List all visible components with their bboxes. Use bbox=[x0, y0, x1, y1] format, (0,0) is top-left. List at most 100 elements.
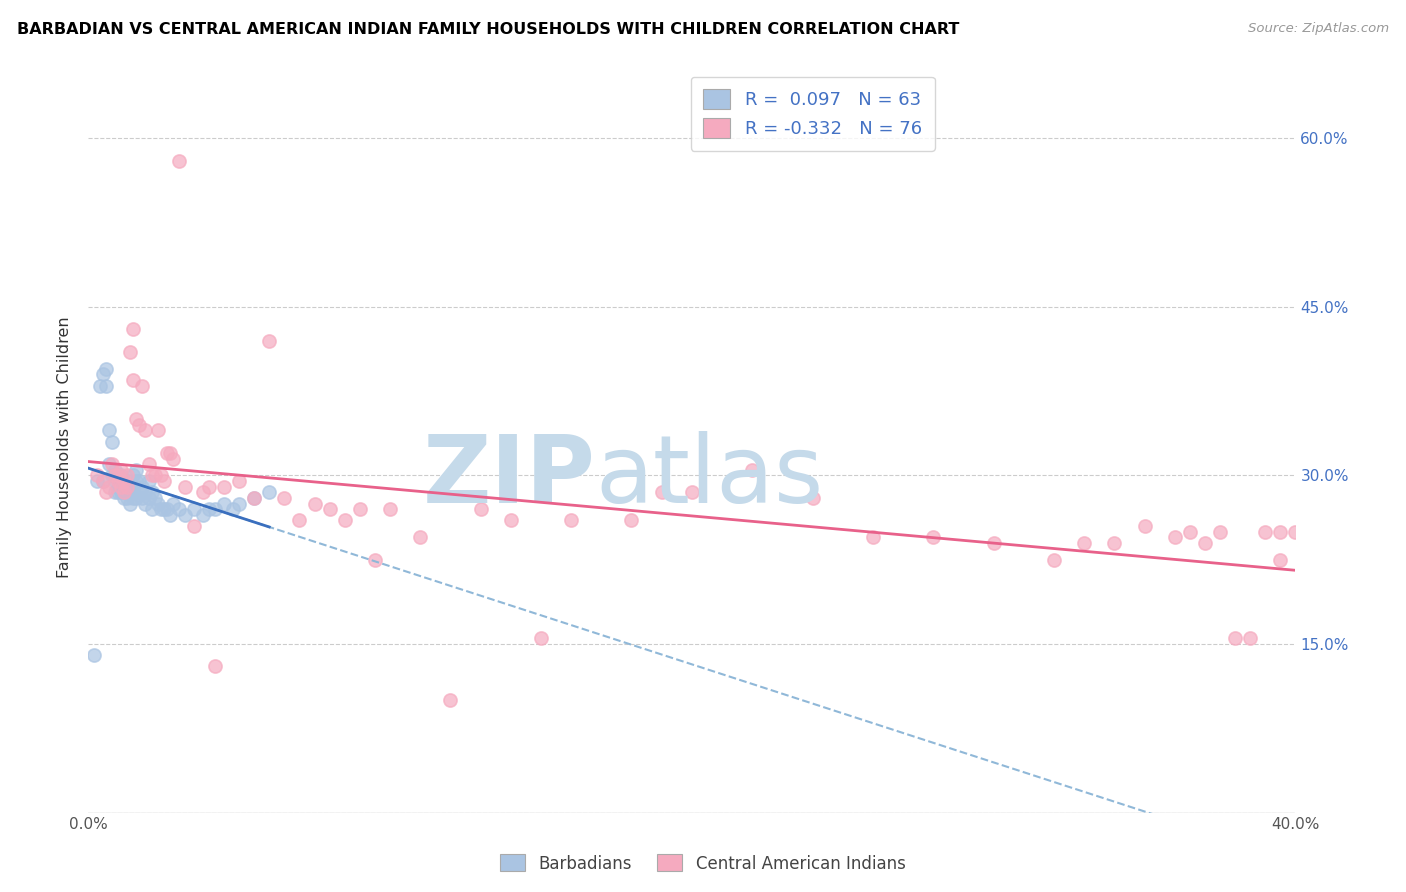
Point bbox=[1270, 524, 1292, 539]
Point bbox=[91, 474, 114, 488]
Point bbox=[122, 491, 145, 505]
Point bbox=[122, 373, 145, 387]
Text: Source: ZipAtlas.com: Source: ZipAtlas.com bbox=[1249, 22, 1389, 36]
Point bbox=[1239, 632, 1261, 646]
Point bbox=[110, 463, 132, 477]
Point bbox=[104, 463, 127, 477]
Point bbox=[120, 344, 142, 359]
Point bbox=[117, 491, 139, 505]
Point bbox=[96, 485, 118, 500]
Point bbox=[98, 424, 121, 438]
Point bbox=[183, 519, 205, 533]
Point bbox=[134, 485, 156, 500]
Point bbox=[1073, 536, 1095, 550]
Point bbox=[112, 474, 135, 488]
Point bbox=[122, 468, 145, 483]
Point bbox=[117, 480, 139, 494]
Point bbox=[98, 457, 121, 471]
Legend: R =  0.097   N = 63, R = -0.332   N = 76: R = 0.097 N = 63, R = -0.332 N = 76 bbox=[690, 77, 935, 151]
Point bbox=[560, 513, 582, 527]
Point bbox=[110, 468, 132, 483]
Point bbox=[149, 502, 172, 516]
Point bbox=[141, 485, 163, 500]
Point bbox=[439, 693, 461, 707]
Point bbox=[349, 502, 371, 516]
Point bbox=[107, 468, 129, 483]
Point bbox=[152, 502, 174, 516]
Point bbox=[117, 480, 139, 494]
Point bbox=[128, 485, 150, 500]
Point bbox=[173, 508, 195, 522]
Point bbox=[117, 468, 139, 483]
Point bbox=[159, 508, 181, 522]
Point bbox=[257, 485, 280, 500]
Text: BARBADIAN VS CENTRAL AMERICAN INDIAN FAMILY HOUSEHOLDS WITH CHILDREN CORRELATION: BARBADIAN VS CENTRAL AMERICAN INDIAN FAM… bbox=[17, 22, 959, 37]
Point bbox=[212, 496, 235, 510]
Point bbox=[156, 502, 179, 516]
Point bbox=[141, 502, 163, 516]
Point bbox=[173, 480, 195, 494]
Point bbox=[1270, 552, 1292, 566]
Point bbox=[167, 502, 190, 516]
Point bbox=[922, 530, 945, 544]
Point bbox=[96, 378, 118, 392]
Point bbox=[1043, 552, 1066, 566]
Point bbox=[96, 361, 118, 376]
Point bbox=[107, 474, 129, 488]
Point bbox=[152, 474, 174, 488]
Point bbox=[110, 474, 132, 488]
Point bbox=[198, 502, 221, 516]
Point bbox=[1194, 536, 1216, 550]
Point bbox=[681, 485, 703, 500]
Point bbox=[409, 530, 432, 544]
Point bbox=[198, 480, 221, 494]
Point bbox=[120, 485, 142, 500]
Point bbox=[1164, 530, 1187, 544]
Point bbox=[131, 491, 153, 505]
Point bbox=[101, 468, 124, 483]
Point bbox=[112, 485, 135, 500]
Point bbox=[107, 485, 129, 500]
Point bbox=[120, 474, 142, 488]
Point bbox=[257, 334, 280, 348]
Point bbox=[107, 480, 129, 494]
Text: ZIP: ZIP bbox=[422, 431, 595, 523]
Point bbox=[143, 491, 166, 505]
Point bbox=[125, 463, 148, 477]
Point bbox=[143, 468, 166, 483]
Point bbox=[104, 485, 127, 500]
Point bbox=[86, 468, 108, 483]
Point bbox=[651, 485, 673, 500]
Point bbox=[364, 552, 387, 566]
Point bbox=[228, 496, 250, 510]
Legend: Barbadians, Central American Indians: Barbadians, Central American Indians bbox=[494, 847, 912, 880]
Point bbox=[162, 451, 184, 466]
Point bbox=[1254, 524, 1277, 539]
Point bbox=[125, 474, 148, 488]
Point bbox=[530, 632, 553, 646]
Point bbox=[138, 474, 160, 488]
Point bbox=[125, 491, 148, 505]
Point bbox=[1133, 519, 1156, 533]
Point bbox=[243, 491, 266, 505]
Point bbox=[138, 457, 160, 471]
Point bbox=[222, 502, 245, 516]
Point bbox=[318, 502, 340, 516]
Point bbox=[470, 502, 492, 516]
Point bbox=[159, 446, 181, 460]
Point bbox=[862, 530, 884, 544]
Point bbox=[156, 446, 179, 460]
Point bbox=[107, 468, 129, 483]
Point bbox=[122, 322, 145, 336]
Point bbox=[499, 513, 522, 527]
Point bbox=[273, 491, 295, 505]
Point bbox=[183, 502, 205, 516]
Point bbox=[104, 468, 127, 483]
Point bbox=[89, 378, 111, 392]
Point bbox=[288, 513, 311, 527]
Point bbox=[204, 659, 226, 673]
Point bbox=[125, 412, 148, 426]
Point bbox=[83, 648, 105, 663]
Point bbox=[104, 474, 127, 488]
Point bbox=[191, 485, 214, 500]
